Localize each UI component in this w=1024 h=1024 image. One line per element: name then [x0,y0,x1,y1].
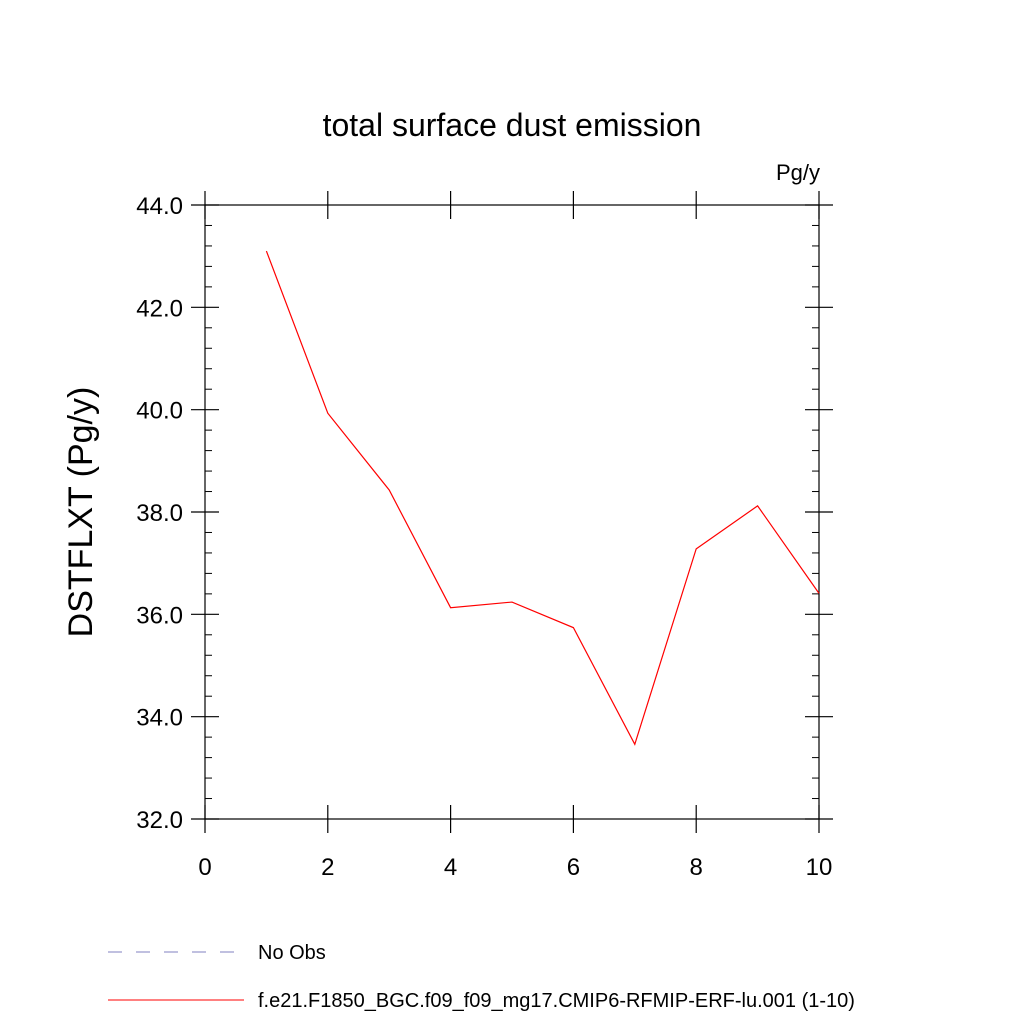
y-tick-label: 32.0 [136,807,183,834]
units-label: Pg/y [776,160,820,185]
legend-label: f.e21.F1850_BGC.f09_f09_mg17.CMIP6-RFMIP… [258,990,855,1012]
y-tick-label: 34.0 [136,705,183,732]
x-tick-label: 4 [444,854,457,881]
x-tick-label: 8 [690,854,703,881]
x-tick-label: 6 [567,854,580,881]
plot-frame [204,204,820,820]
y-tick-label: 38.0 [136,500,183,527]
legend: No Obs f.e21.F1850_BGC.f09_f09_mg17.CMIP6… [108,942,855,1012]
x-tick-label: 10 [806,854,833,881]
series-line [265,250,820,746]
y-tick-label: 36.0 [136,602,183,629]
x-tick-label: 2 [321,854,334,881]
series-layer [265,250,820,746]
x-tick-label: 0 [198,854,211,881]
axis-ticks [191,191,833,833]
y-tick-label: 40.0 [136,398,183,425]
axis-tick-labels: 0 2 4 6 8 10 32.0 34.0 36.0 38.0 40.0 42.0 44.0 [136,193,832,881]
y-tick-label: 42.0 [136,295,183,322]
legend-label: No Obs [258,942,326,964]
y-tick-label: 44.0 [136,193,183,220]
chart-title: total surface dust emission [323,107,702,143]
y-axis-label: DSTFLXT (Pg/y) [62,387,100,638]
